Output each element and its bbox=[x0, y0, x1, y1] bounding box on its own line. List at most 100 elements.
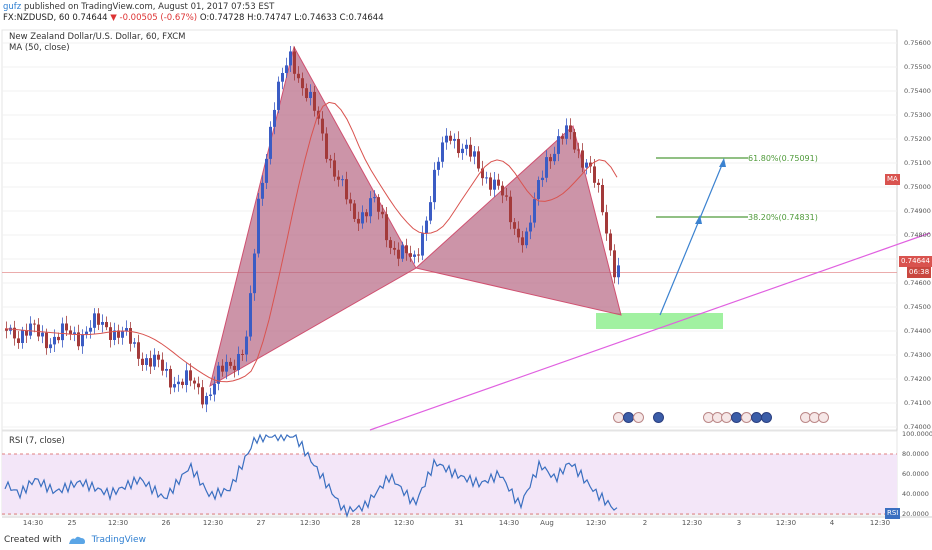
candle-body bbox=[273, 109, 276, 127]
candle-body bbox=[601, 185, 604, 213]
candle-body bbox=[613, 250, 616, 278]
projection-arrow bbox=[659, 159, 725, 316]
price-tick-label: 0.75000 bbox=[904, 183, 931, 191]
rsi-badge: RSI bbox=[885, 508, 901, 519]
change-value: -0.00505 (-0.67%) bbox=[119, 13, 198, 23]
tradingview-brand[interactable]: TradingView bbox=[91, 535, 146, 545]
candle-body bbox=[417, 254, 420, 256]
candle-body bbox=[69, 330, 72, 335]
rsi-line bbox=[4, 433, 618, 519]
candle-body bbox=[165, 368, 168, 371]
last-price: 0.74644 bbox=[72, 13, 108, 23]
fib-382-label: 38.20%(0.74831) bbox=[748, 213, 818, 222]
candle-body bbox=[325, 133, 328, 159]
candle-body bbox=[421, 233, 424, 256]
time-tick-label: 12:30 bbox=[299, 519, 321, 527]
arrow-head-icon bbox=[719, 158, 726, 167]
candle-body bbox=[145, 358, 148, 365]
candle-body bbox=[269, 126, 272, 159]
event-icon[interactable] bbox=[653, 412, 664, 423]
candle-body bbox=[465, 144, 468, 149]
candle-body bbox=[309, 91, 312, 99]
price-tick-label: 0.75600 bbox=[904, 39, 931, 47]
candle-body bbox=[189, 370, 192, 381]
candle-body bbox=[5, 328, 8, 331]
candle-body bbox=[245, 336, 248, 355]
candle-body bbox=[561, 136, 564, 139]
time-tick-label: 14:30 bbox=[498, 519, 520, 527]
price-tick-label: 0.75400 bbox=[904, 87, 931, 95]
time-tick-label: 3 bbox=[736, 519, 742, 527]
time-tick-label: 27 bbox=[256, 519, 266, 527]
candle-body bbox=[181, 381, 184, 385]
candle-body bbox=[433, 169, 436, 203]
price-badge: 0.74644 bbox=[899, 256, 932, 267]
price-tick-label: 0.74400 bbox=[904, 327, 931, 335]
candle-body bbox=[353, 203, 356, 219]
candle-body bbox=[333, 160, 336, 177]
pattern-triangle-bcd bbox=[414, 125, 622, 316]
time-tick-label: 12:30 bbox=[681, 519, 703, 527]
candle-body bbox=[201, 387, 204, 405]
candle-body bbox=[237, 353, 240, 371]
candle-body bbox=[229, 361, 232, 366]
price-tick-label: 0.74600 bbox=[904, 279, 931, 287]
candle-body bbox=[17, 338, 20, 343]
candle-body bbox=[253, 253, 256, 294]
candle-body bbox=[461, 148, 464, 154]
candle-body bbox=[537, 180, 540, 200]
event-icon[interactable] bbox=[818, 412, 829, 423]
price-tick-label: 0.74800 bbox=[904, 231, 931, 239]
price-tick-label: 0.75200 bbox=[904, 135, 931, 143]
candle-body bbox=[25, 330, 28, 336]
candle-body bbox=[597, 182, 600, 186]
candle-body bbox=[101, 322, 104, 325]
candle-body bbox=[97, 313, 100, 325]
ma-badge: MA bbox=[885, 174, 900, 185]
candle-body bbox=[73, 332, 76, 335]
candle-body bbox=[113, 330, 116, 340]
candle-body bbox=[161, 359, 164, 371]
ohlc-bar: FX:NZDUSD, 60 0.74644 ▼ -0.00505 (-0.67%… bbox=[3, 13, 384, 24]
event-icon[interactable] bbox=[761, 412, 772, 423]
candle-body bbox=[225, 361, 228, 372]
publish-header: gufz published on TradingView.com, Augus… bbox=[3, 2, 274, 13]
rsi-tick-label: 100.0000 bbox=[902, 430, 932, 438]
candle-body bbox=[37, 324, 40, 337]
candle-body bbox=[545, 157, 548, 178]
candle-body bbox=[337, 176, 340, 180]
ma-line bbox=[4, 101, 618, 383]
main-pane-border bbox=[1, 29, 898, 431]
price-tick-label: 0.74200 bbox=[904, 375, 931, 383]
candle-body bbox=[305, 88, 308, 99]
candle-body bbox=[381, 211, 384, 215]
fib-618-label: 61.80%(0.75091) bbox=[748, 154, 818, 163]
candle-body bbox=[193, 380, 196, 384]
arrow-head-icon bbox=[695, 215, 702, 224]
candle-body bbox=[405, 245, 408, 254]
low-value: L:0.74633 bbox=[294, 13, 337, 23]
target-zone bbox=[596, 313, 723, 329]
author-link[interactable]: gufz bbox=[3, 2, 22, 12]
candle-body bbox=[589, 162, 592, 167]
candle-body bbox=[257, 198, 260, 254]
candle-body bbox=[541, 177, 544, 181]
candle-body bbox=[453, 138, 456, 141]
candle-body bbox=[61, 323, 64, 341]
event-icon[interactable] bbox=[633, 412, 644, 423]
candle-body bbox=[89, 327, 92, 332]
candle-body bbox=[233, 365, 236, 371]
candle-body bbox=[365, 212, 368, 217]
candle-body bbox=[125, 328, 128, 332]
close-value: C:0.74644 bbox=[339, 13, 384, 23]
candle-body bbox=[33, 323, 36, 325]
candle-body bbox=[81, 334, 84, 347]
candle-body bbox=[361, 212, 364, 224]
price-tick-label: 0.74100 bbox=[904, 399, 931, 407]
candle-body bbox=[489, 177, 492, 190]
candle-body bbox=[141, 358, 144, 365]
rsi-tick-label: 40.0000 bbox=[902, 490, 929, 498]
candle-body bbox=[209, 394, 212, 396]
timer-badge: 06:38 bbox=[907, 267, 932, 278]
